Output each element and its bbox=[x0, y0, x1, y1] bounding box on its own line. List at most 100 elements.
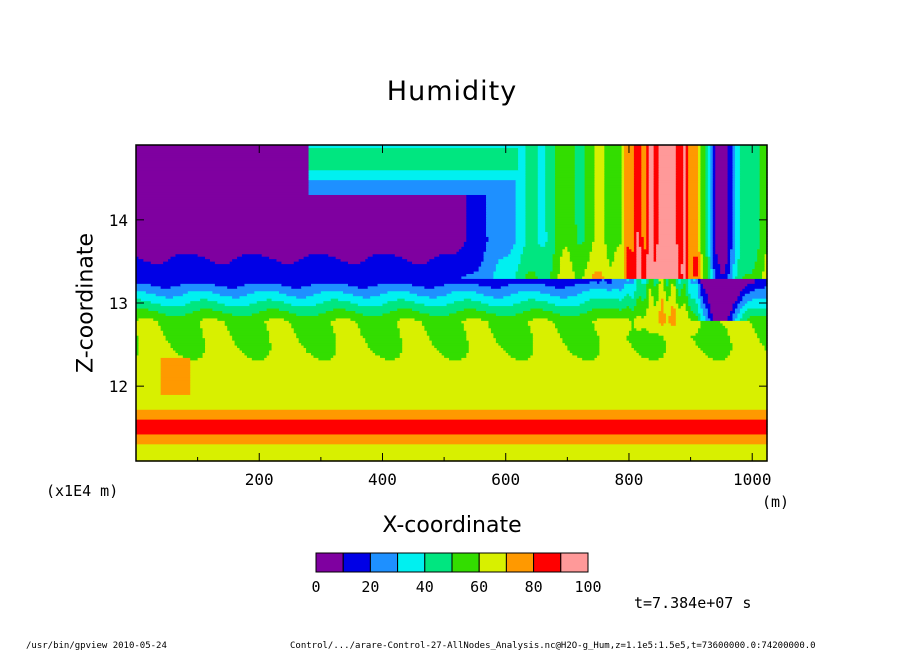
field-cell bbox=[636, 251, 642, 255]
field-cell bbox=[380, 354, 401, 358]
field-cell bbox=[584, 157, 596, 161]
field-cell bbox=[661, 280, 665, 284]
field-cell bbox=[584, 191, 596, 195]
field-cell bbox=[584, 172, 596, 176]
field-cell bbox=[555, 224, 578, 228]
field-cell bbox=[732, 209, 736, 213]
field-cell bbox=[658, 241, 677, 245]
field-cell bbox=[624, 238, 635, 242]
field-cell bbox=[532, 349, 571, 353]
field-cell bbox=[636, 298, 642, 302]
field-cell bbox=[136, 391, 162, 395]
field-cell bbox=[478, 268, 497, 272]
field-cell bbox=[636, 233, 640, 237]
field-cell bbox=[604, 189, 623, 193]
field-cell bbox=[449, 312, 497, 316]
field-cell bbox=[584, 270, 596, 274]
field-cell bbox=[658, 184, 677, 188]
field-cell bbox=[683, 167, 687, 171]
field-cell bbox=[658, 219, 677, 223]
field-cell bbox=[604, 194, 623, 198]
field-cell bbox=[697, 159, 702, 163]
field-cell bbox=[675, 278, 679, 282]
field-cell bbox=[700, 290, 706, 294]
field-cell bbox=[136, 293, 157, 297]
field-cell bbox=[205, 349, 243, 353]
field-cell bbox=[725, 268, 731, 272]
field-cell bbox=[587, 265, 625, 270]
field-cell bbox=[661, 298, 665, 302]
field-cell bbox=[739, 172, 761, 176]
field-cell bbox=[604, 236, 623, 240]
field-cell bbox=[734, 177, 741, 181]
field-cell bbox=[759, 147, 768, 151]
field-cell bbox=[658, 179, 677, 183]
field-cell bbox=[648, 209, 655, 213]
field-cell bbox=[685, 224, 689, 228]
field-cell bbox=[584, 154, 596, 158]
field-cell bbox=[584, 228, 596, 233]
field-cell bbox=[697, 263, 702, 267]
field-cell bbox=[409, 290, 453, 294]
field-cell bbox=[700, 221, 706, 225]
field-cell bbox=[670, 283, 674, 287]
field-cell bbox=[633, 184, 642, 188]
field-cell bbox=[754, 280, 768, 284]
field-cell bbox=[136, 337, 140, 341]
field-cell bbox=[380, 293, 418, 297]
field-cell bbox=[136, 458, 768, 462]
field-cell bbox=[619, 298, 623, 302]
field-cell bbox=[621, 184, 625, 188]
field-cell bbox=[710, 149, 714, 154]
field-cell bbox=[734, 238, 741, 242]
field-cell bbox=[697, 315, 702, 319]
field-cell bbox=[532, 332, 561, 336]
field-cell bbox=[653, 253, 657, 257]
field-cell bbox=[715, 149, 729, 154]
field-cell bbox=[136, 273, 467, 277]
field-cell bbox=[621, 174, 625, 178]
field-cell bbox=[663, 322, 672, 326]
field-cell bbox=[160, 384, 191, 388]
field-cell bbox=[214, 283, 246, 287]
field-cell bbox=[532, 347, 568, 351]
field-cell bbox=[710, 186, 714, 191]
field-cell bbox=[525, 159, 539, 163]
field-cell bbox=[136, 389, 162, 393]
field-cell bbox=[646, 280, 650, 284]
field-cell bbox=[584, 162, 596, 166]
field-cell bbox=[621, 226, 625, 230]
field-cell bbox=[754, 263, 766, 267]
field-cell bbox=[734, 216, 741, 220]
field-cell bbox=[429, 295, 438, 299]
field-cell bbox=[646, 157, 650, 161]
field-cell bbox=[707, 157, 711, 161]
field-cell bbox=[633, 182, 642, 186]
field-cell bbox=[653, 201, 660, 205]
field-cell bbox=[160, 362, 191, 366]
field-cell bbox=[555, 174, 576, 178]
field-cell bbox=[545, 199, 556, 203]
field-cell bbox=[700, 275, 704, 279]
field-cell bbox=[604, 182, 623, 186]
field-cell bbox=[160, 285, 172, 289]
field-cell bbox=[641, 209, 647, 213]
field-cell bbox=[688, 159, 699, 163]
field-cell bbox=[281, 261, 295, 265]
field-cell bbox=[136, 209, 467, 213]
field-cell bbox=[624, 211, 635, 215]
field-cell bbox=[604, 169, 623, 173]
field-cell bbox=[732, 221, 736, 225]
field-cell bbox=[604, 214, 623, 218]
field-cell bbox=[732, 177, 736, 181]
field-cell bbox=[697, 179, 702, 183]
field-cell bbox=[596, 354, 642, 358]
field-cell bbox=[739, 186, 761, 191]
field-cell bbox=[737, 265, 756, 270]
field-cell bbox=[685, 243, 689, 247]
field-cell bbox=[732, 241, 736, 245]
field-cell bbox=[283, 317, 337, 321]
field-cell bbox=[224, 303, 250, 307]
field-cell bbox=[621, 191, 625, 195]
field-cell bbox=[683, 157, 687, 161]
